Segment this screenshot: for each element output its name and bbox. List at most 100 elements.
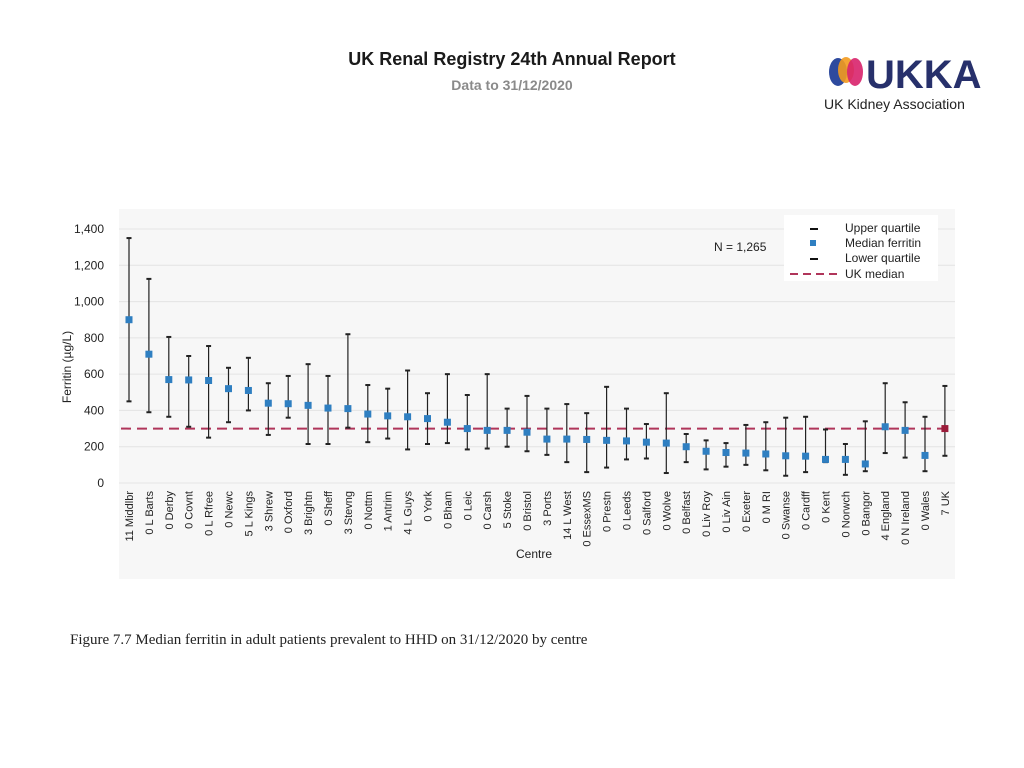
y-tick-label: 1,200 [74, 258, 104, 272]
y-tick-label: 1,400 [74, 222, 104, 236]
x-tick-label: 3 Stevng [343, 491, 355, 534]
x-axis-label: Centre [516, 547, 552, 561]
median-marker [603, 436, 611, 444]
y-tick-label: 800 [84, 331, 104, 345]
x-tick-label: 0 Nottm [363, 491, 375, 530]
median-marker [284, 400, 292, 408]
x-tick-label: 0 EssexMS [582, 491, 594, 547]
median-marker [563, 435, 571, 443]
x-tick-label: 0 Liv Roy [701, 491, 713, 537]
median-marker [861, 460, 869, 468]
median-marker [802, 452, 810, 460]
median-marker [185, 376, 193, 384]
median-marker [125, 316, 133, 324]
median-marker [503, 426, 511, 434]
x-tick-label: 0 Carsh [482, 491, 494, 530]
x-tick-label: 3 Brightn [303, 491, 315, 535]
x-tick-label: 0 M RI [761, 491, 773, 523]
median-marker [344, 405, 352, 413]
x-tick-label: 0 L Barts [144, 491, 156, 535]
median-marker [782, 452, 790, 460]
x-tick-label: 0 Oxford [283, 491, 295, 533]
x-tick-label: 0 Newc [224, 491, 236, 528]
x-tick-label: 0 Bristol [522, 491, 534, 531]
x-tick-label: 3 Ports [542, 491, 554, 526]
y-axis-label: Ferritin (µg/L) [60, 331, 74, 403]
ukka-logo: UKKA UK Kidney Association [824, 50, 994, 120]
page-subtitle: Data to 31/12/2020 [451, 77, 573, 93]
page-title: UK Renal Registry 24th Annual Report [348, 49, 676, 69]
median-marker [225, 385, 232, 393]
y-tick-label: 1,000 [74, 295, 104, 309]
median-marker [424, 415, 431, 423]
median-marker [921, 451, 929, 459]
x-tick-label: 5 Stoke [502, 491, 514, 528]
median-marker [742, 449, 750, 457]
median-marker [662, 439, 670, 447]
median-marker [205, 376, 213, 384]
n-label: N = 1,265 [714, 240, 767, 254]
x-tick-label: 4 L Guys [403, 491, 415, 535]
x-tick-label: 0 Exeter [741, 491, 753, 532]
median-marker [264, 399, 272, 407]
y-tick-label: 200 [84, 440, 104, 454]
x-tick-label: 0 Liv Ain [721, 491, 733, 533]
median-marker [822, 455, 829, 463]
y-tick-label: 400 [84, 403, 104, 417]
x-tick-label: 4 England [880, 491, 892, 541]
legend-upper-label: Upper quartile [845, 221, 921, 235]
median-marker [404, 413, 412, 421]
x-tick-label: 0 Leeds [622, 491, 634, 531]
median-marker [145, 350, 153, 358]
ukka-logo-mark: UKKA [829, 53, 982, 97]
legend-median-label: Median ferritin [845, 236, 921, 250]
median-marker [722, 449, 730, 457]
x-tick-label: 0 Leic [462, 491, 474, 521]
median-marker [244, 386, 252, 394]
median-marker [901, 426, 909, 434]
data-marks [125, 237, 949, 477]
x-tick-label: 11 Middlbr [124, 491, 136, 542]
legend-uk-median-label: UK median [845, 267, 904, 281]
x-tick-label: 0 Norwch [840, 491, 852, 537]
median-marker [384, 412, 392, 420]
y-axis-ticks: 0 200 400 600 800 1,000 1,200 1,400 [74, 222, 104, 490]
x-axis-ticks: 11 Middlbr 0 L Barts 0 Derby 0 Covnt 0 L Rfr… [124, 490, 952, 547]
x-tick-label: 1 Antrim [383, 491, 395, 531]
legend-lower-label: Lower quartile [845, 251, 921, 265]
x-tick-label: 0 Derby [164, 491, 176, 530]
median-marker [682, 443, 690, 451]
median-marker [941, 425, 949, 433]
x-tick-label: 0 L Rfree [204, 491, 216, 536]
x-tick-label: 0 Salford [641, 491, 653, 535]
logo-name: UK Kidney Association [824, 96, 965, 112]
median-marker [841, 455, 849, 463]
y-tick-label: 600 [84, 367, 104, 381]
x-tick-label: 0 Bangor [860, 491, 872, 536]
median-marker [523, 428, 531, 436]
median-marker [702, 447, 710, 455]
x-tick-label: 0 Cardff [801, 490, 813, 530]
median-marker [324, 404, 332, 412]
x-tick-label: 0 Kent [821, 491, 833, 523]
median-marker [623, 437, 630, 445]
legend-median-symbol [810, 240, 816, 246]
y-tick-label: 0 [97, 476, 104, 490]
x-tick-label: 5 L Kings [243, 491, 255, 537]
x-tick-label: 0 Bham [442, 491, 454, 529]
x-tick-label: 0 N Ireland [900, 491, 912, 545]
median-marker [165, 376, 173, 384]
median-marker [762, 450, 770, 458]
median-marker [304, 401, 312, 409]
x-tick-label: 3 Shrew [263, 491, 275, 531]
median-marker [583, 435, 591, 443]
x-tick-label: 0 Belfast [681, 491, 693, 534]
x-tick-label: 0 Sheff [323, 490, 335, 526]
median-marker [443, 418, 451, 426]
x-tick-label: 0 York [423, 491, 435, 522]
x-tick-label: 0 Prestn [602, 491, 614, 532]
median-marker [881, 423, 889, 431]
median-marker [642, 438, 650, 446]
x-tick-label: 14 L West [562, 491, 574, 540]
median-marker [463, 425, 471, 433]
